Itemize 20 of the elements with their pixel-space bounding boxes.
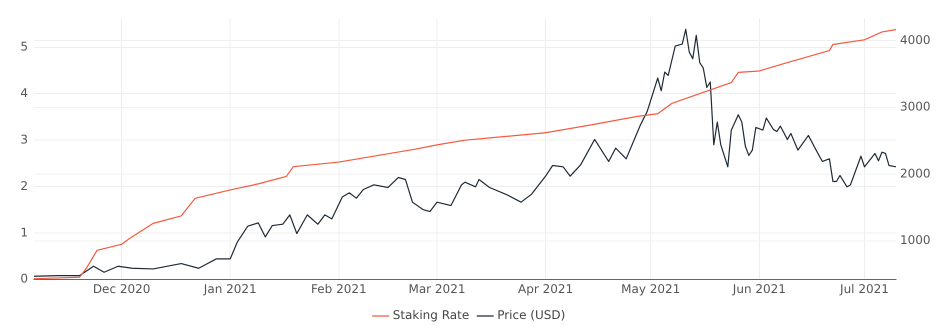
y-tick-label: 1: [20, 225, 28, 240]
x-tick-label: Feb 2021: [311, 282, 367, 296]
y-tick-label: 2: [20, 178, 28, 193]
legend-label: Staking Rate: [392, 308, 470, 322]
y-tick-label: 0: [20, 272, 28, 286]
y2-tick-label: 4000: [900, 32, 931, 47]
x-tick-label: Jul 2021: [839, 282, 889, 296]
x-tick-label: Dec 2020: [92, 282, 150, 296]
legend-label: Price (USD): [497, 308, 566, 322]
y2-tick-label: 1000: [900, 233, 931, 248]
y-tick-label: 3: [20, 132, 28, 146]
x-tick-label: Apr 2021: [518, 282, 574, 296]
y-tick-label: 4: [20, 86, 28, 100]
x-tick-label: Mar 2021: [408, 282, 466, 296]
x-tick-label: May 2021: [621, 282, 680, 296]
x-tick-label: Jun 2021: [732, 282, 786, 296]
y2-tick-label: 3000: [900, 100, 931, 114]
x-tick-label: Jan 2021: [202, 282, 257, 296]
y2-tick-label: 2000: [900, 166, 931, 180]
y-tick-label: 5: [20, 39, 28, 54]
